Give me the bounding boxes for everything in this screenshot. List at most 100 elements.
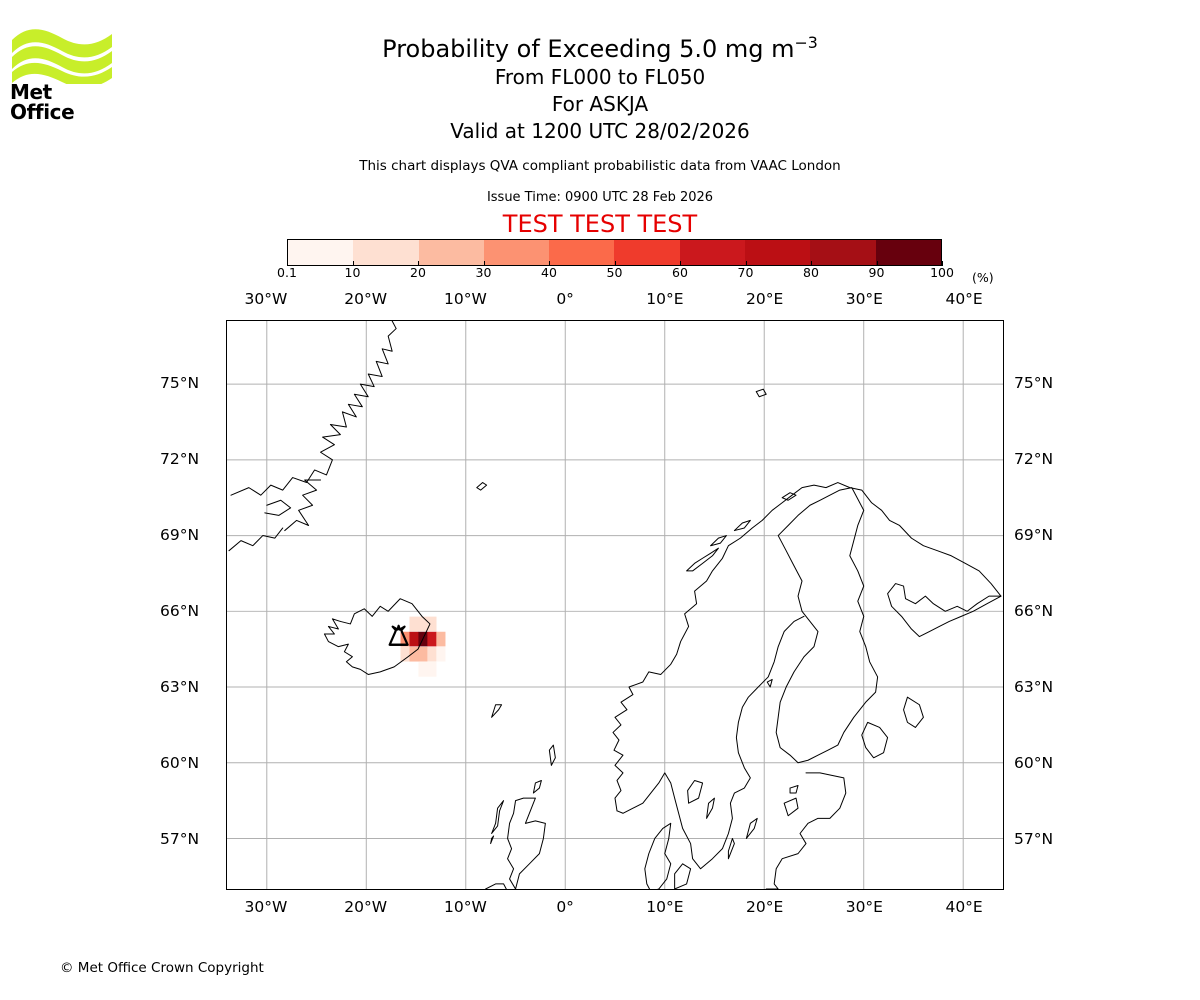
lat-tick-label-right-66°N: 66°N [1014,602,1054,621]
colorbar-segment-5 [614,240,680,265]
lon-tick-label-10°W: 10°W [443,898,487,916]
graticule-grid [227,321,1003,889]
coastline [616,615,805,870]
colorbar-tick-80: 80 [803,265,819,280]
volcano-icon [388,624,409,646]
colorbar-tick-70: 70 [737,265,754,280]
lon-tick-label-30°W: 30°W [244,898,288,916]
qva-note: This chart displays QVA compliant probab… [359,158,841,174]
colorbar-tick-labels: 0.1 10 20 30 40 50 60 70 80 90 100 [0,261,1200,286]
coastline [887,583,1002,638]
met-office-wave-icon [12,29,112,84]
valid-time-subtitle: Valid at 1200 UTC 28/02/2026 [450,119,750,143]
coastline [264,499,292,516]
flight-level-subtitle: From FL000 to FL050 [494,65,706,89]
ash-probability-layer [400,616,446,677]
colorbar-tick-10: 10 [344,265,361,280]
ash-cell [427,646,437,662]
lon-tick-label-10°E: 10°E [646,898,684,916]
coastline [861,721,889,759]
colorbar-tickmark-60 [680,261,681,266]
colorbar-tickmark-40 [549,261,550,266]
lon-tick-label-20°E: 20°E [745,290,784,308]
lat-tick-label-right-69°N: 69°N [1014,526,1054,545]
coastline [323,598,431,675]
ash-cell [436,631,446,647]
lat-tick-label-left-60°N: 60°N [160,754,200,773]
colorbar-tick-60: 60 [672,265,688,280]
coastline [781,492,797,501]
lon-tick-label-20°W: 20°W [344,898,388,916]
ash-cell [436,646,446,662]
coastline [228,527,284,552]
lon-tick-label-10°E: 10°E [646,290,684,308]
ash-cell [427,631,437,647]
coastline [766,678,773,688]
coastline [686,547,719,572]
map-svg [227,321,1003,889]
lon-tick-label-40°E: 40°E [945,898,983,916]
volcano-subtitle: For ASKJA [551,92,649,116]
lon-tick-label-20°W: 20°W [344,290,388,308]
lon-tick-label-10°W: 10°W [443,290,487,308]
colorbar-tickmark-70 [745,261,747,266]
lat-tick-label-right-72°N: 72°N [1014,450,1054,469]
ash-cell [409,646,419,662]
colorbar-gradient [287,239,942,266]
colorbar-tickmark-90 [876,261,878,266]
colorbar-tickmark-50 [614,261,616,266]
colorbar-tickmark-30 [483,261,485,266]
colorbar-tickmark-80 [811,261,812,266]
lon-tick-label-30°W: 30°W [244,290,288,308]
coastline [745,817,758,839]
copyright-footer: © Met Office Crown Copyright [60,960,264,976]
test-banner: TEST TEST TEST [502,210,698,238]
ash-cell [409,616,419,632]
coastline [710,535,727,547]
coastline [733,519,751,532]
coastline [687,779,704,804]
lat-tick-label-left-57°N: 57°N [160,830,200,849]
coastline [727,837,735,860]
colorbar-segment-0 [288,240,354,265]
ash-cell [418,616,428,632]
colorbar-segment-6 [679,240,746,265]
colorbar-tickmark-100 [942,261,943,266]
coastline [706,797,715,819]
coastline [548,744,556,766]
coastline [755,388,767,398]
coastline [491,800,505,834]
lon-tick-label-20°E: 20°E [745,898,784,916]
lat-tick-label-right-57°N: 57°N [1014,830,1054,849]
chart-title-block: Probability of Exceeding 5.0 mg m−3 From… [0,0,1200,239]
colorbar-segment-4 [549,240,615,265]
ash-cell [400,646,410,662]
lon-tick-label-0°: 0° [556,898,574,916]
coastline [674,863,692,889]
page-title: Probability of Exceeding 5.0 mg m−3 [0,28,1200,64]
coastline [765,772,847,889]
colorbar-tick-100: 100 [930,265,954,280]
colorbar-tick-30: 30 [475,265,492,280]
coastline [644,822,672,889]
lat-tick-label-right-63°N: 63°N [1014,678,1054,697]
lat-tick-label-left-63°N: 63°N [160,678,200,697]
lat-tick-label-left-66°N: 66°N [160,602,200,621]
coastline [507,797,546,889]
title-main-text: Probability of Exceeding 5.0 mg m [382,35,795,63]
colorbar-tickmark-20 [418,261,419,266]
issue-time: Issue Time: 0900 UTC 28 Feb 2026 [486,190,714,205]
colorbar-tick-50: 50 [606,265,623,280]
colorbar-segment-9 [875,240,941,265]
lat-tick-label-right-60°N: 60°N [1014,754,1054,773]
lon-tick-label-30°E: 30°E [845,898,883,916]
coastline [476,482,488,491]
map-plot-area[interactable] [226,320,1004,890]
met-office-logo: Met Office [10,22,114,122]
colorbar-segment-2 [418,240,484,265]
coastline [903,696,924,728]
lon-tick-label-40°E: 40°E [945,290,983,308]
coastline [284,479,322,532]
ash-cell [427,616,437,632]
colorbar-segment-3 [483,240,550,265]
